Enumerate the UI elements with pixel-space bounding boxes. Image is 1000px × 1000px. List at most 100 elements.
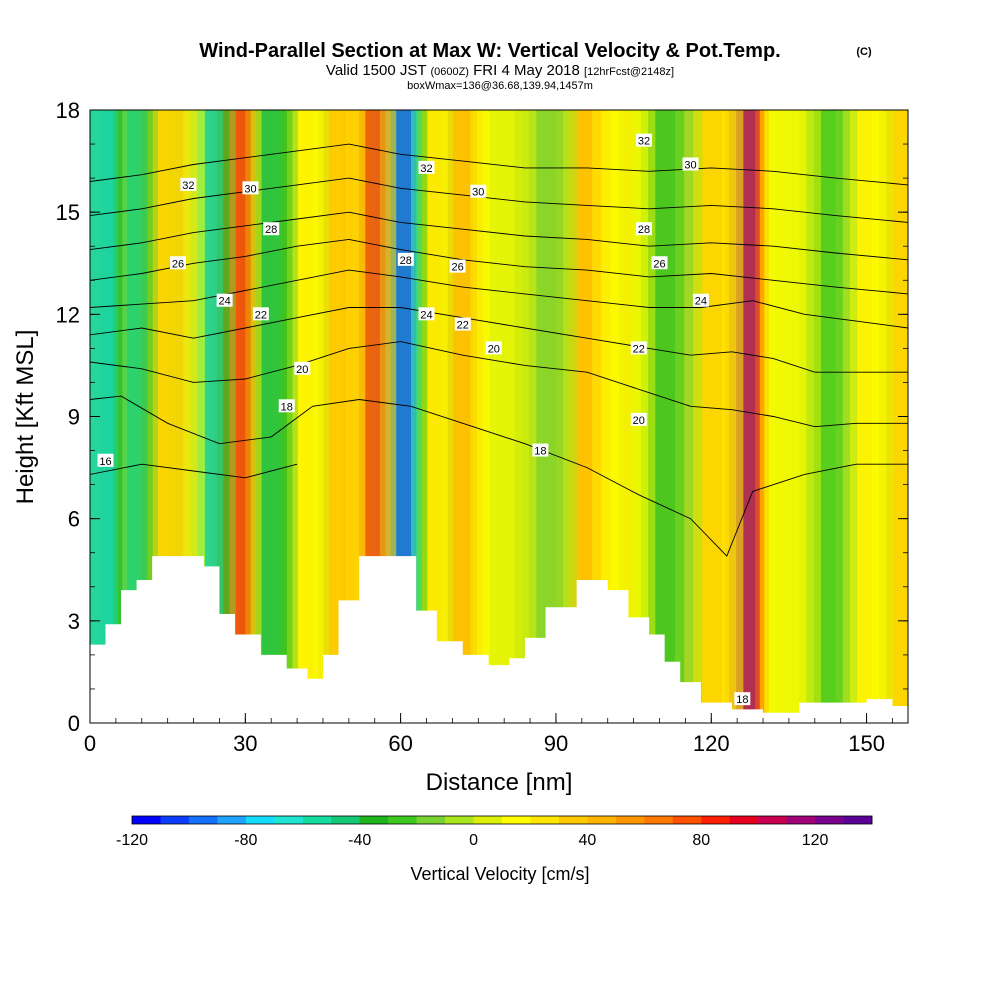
y-tick-label: 6 (68, 507, 80, 532)
x-tick-label: 30 (233, 731, 257, 756)
colorbar-swatch (644, 816, 674, 824)
svg-text:20: 20 (488, 343, 500, 355)
x-tick-label: 0 (84, 731, 96, 756)
contour-label-24: 24 (216, 293, 233, 308)
y-tick-label: 18 (56, 98, 80, 123)
colorbar-tick-label: 0 (469, 832, 478, 849)
contour-label-26: 26 (170, 256, 187, 270)
colorbar-swatch (530, 816, 560, 824)
theta-contour-18 (90, 395, 908, 557)
contour-label-24: 24 (692, 293, 709, 308)
x-tick-label: 120 (693, 731, 730, 756)
colorbar-swatch (786, 816, 816, 824)
svg-text:26: 26 (653, 258, 665, 270)
colorbar-swatch (445, 816, 474, 824)
theta-contour-16 (90, 463, 298, 479)
contour-label-28: 28 (635, 222, 652, 236)
colorbar-swatch (815, 816, 844, 824)
copyright-mark: (C) (856, 46, 872, 58)
svg-text:24: 24 (420, 309, 432, 321)
contour-label-30: 30 (470, 184, 487, 199)
colorbar-swatch (473, 816, 503, 824)
contour-label-18: 18 (734, 692, 751, 706)
contour-label-24: 24 (418, 307, 435, 321)
svg-text:24: 24 (695, 296, 707, 308)
svg-text:24: 24 (218, 296, 230, 308)
terrain-mask (90, 556, 908, 723)
theta-contour-20 (90, 341, 908, 428)
colorbar-swatch (701, 816, 730, 824)
svg-text:16: 16 (99, 456, 111, 468)
contour-label-32: 32 (180, 177, 197, 192)
y-tick-label: 0 (68, 711, 80, 736)
contour-label-16: 16 (97, 453, 114, 468)
svg-text:20: 20 (633, 415, 645, 427)
colorbar-swatch (160, 816, 190, 824)
colorbar: -120 -80 -40 0 40 80 120 (116, 815, 873, 849)
svg-text:30: 30 (472, 187, 484, 199)
potential-temperature-contours (90, 143, 908, 557)
svg-text:22: 22 (457, 320, 469, 332)
theta-contour-30 (90, 177, 908, 223)
y-tick-label: 9 (68, 405, 80, 430)
y-tick-label: 3 (68, 609, 80, 634)
theta-contour-22 (90, 307, 908, 373)
contour-label-22: 22 (454, 317, 471, 332)
colorbar-swatch (188, 816, 218, 824)
theta-contour-32 (90, 143, 908, 186)
colorbar-tick-label: -120 (116, 832, 148, 849)
svg-text:22: 22 (633, 343, 645, 355)
svg-text:22: 22 (255, 309, 267, 321)
svg-text:26: 26 (172, 258, 184, 270)
theta-contour-28 (90, 211, 908, 261)
contour-labels: 16 18 18 18 20 20 20 22 22 22 24 24 24 26 26 26 28 28 28 30… (97, 133, 751, 706)
plot-area: 16 18 18 18 20 20 20 22 22 22 24 24 24 26 26 26 28 28 28 30… (90, 110, 908, 723)
colorbar-swatch (758, 816, 787, 824)
contour-label-26: 26 (651, 256, 668, 270)
svg-text:28: 28 (638, 224, 650, 236)
colorbar-swatch (729, 816, 759, 824)
axes: 0 30 60 90 120 150 0 3 6 9 12 15 18 (56, 98, 908, 756)
colorbar-swatch (843, 816, 873, 824)
contour-label-18: 18 (532, 443, 549, 458)
x-tick-label: 90 (544, 731, 568, 756)
colorbar-tick-label: 120 (802, 832, 829, 849)
contour-label-30: 30 (242, 181, 259, 195)
svg-text:32: 32 (420, 163, 432, 175)
valid-time-line: Valid 1500 JST (0600Z) FRI 4 May 2018 [1… (326, 62, 674, 79)
y-axis-label: Height [Kft MSL] (12, 330, 39, 505)
colorbar-swatch (245, 816, 275, 824)
velocity-band-0 (90, 110, 114, 723)
svg-text:28: 28 (265, 224, 277, 236)
y-tick-label: 15 (56, 200, 80, 225)
svg-text:18: 18 (281, 401, 293, 413)
colorbar-swatch (416, 816, 446, 824)
colorbar-swatch (302, 816, 332, 824)
contour-label-20: 20 (630, 412, 647, 427)
x-axis-label: Distance [nm] (426, 769, 573, 796)
colorbar-tick-label: -80 (234, 832, 257, 849)
svg-text:18: 18 (736, 694, 748, 706)
svg-text:20: 20 (296, 364, 308, 376)
colorbar-label: Vertical Velocity [cm/s] (410, 864, 589, 884)
contour-label-20: 20 (294, 361, 311, 376)
x-tick-label: 150 (848, 731, 885, 756)
svg-text:32: 32 (182, 180, 194, 192)
colorbar-swatch (587, 816, 617, 824)
colorbar-tick-label: 80 (692, 832, 710, 849)
colorbar-swatch (359, 816, 389, 824)
colorbar-swatch (274, 816, 304, 824)
colorbar-swatch (615, 816, 645, 824)
colorbar-swatch (331, 816, 360, 824)
contour-label-32: 32 (418, 160, 435, 175)
svg-text:30: 30 (244, 183, 256, 195)
contour-label-28: 28 (263, 222, 280, 236)
colorbar-swatch (672, 816, 702, 824)
svg-text:18: 18 (534, 446, 546, 458)
colorbar-swatch (502, 816, 531, 824)
svg-text:32: 32 (638, 136, 650, 148)
contour-label-20: 20 (485, 341, 502, 355)
contour-label-32: 32 (635, 133, 652, 148)
contour-label-28: 28 (397, 252, 414, 267)
